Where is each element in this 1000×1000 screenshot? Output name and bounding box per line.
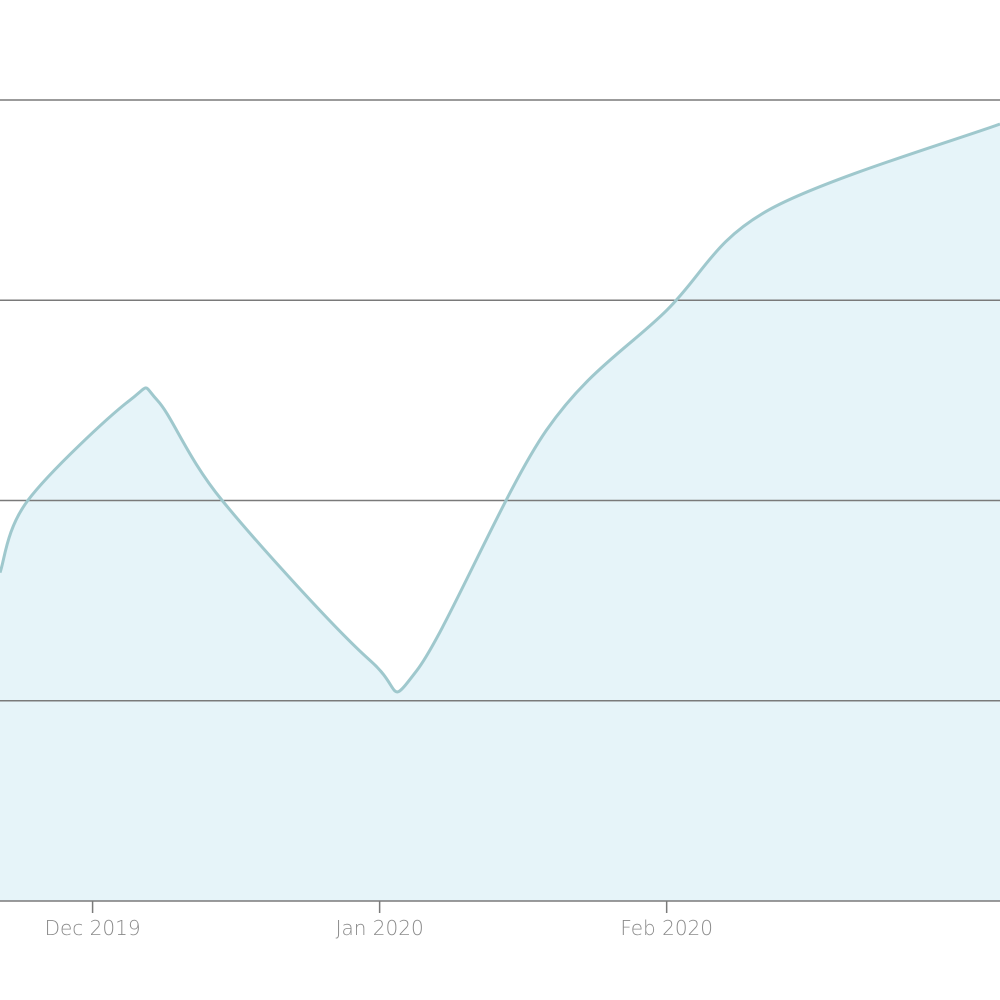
y-gridlines: [0, 99, 1000, 702]
x-tick-label: Feb 2020: [620, 916, 713, 940]
x-tick-label: Jan 2020: [336, 916, 424, 940]
series-line: [0, 122, 1000, 694]
x-axis: Dec 2019 Jan 2020 Feb 2020: [0, 900, 1000, 940]
x-tick-label: Dec 2019: [45, 916, 141, 940]
